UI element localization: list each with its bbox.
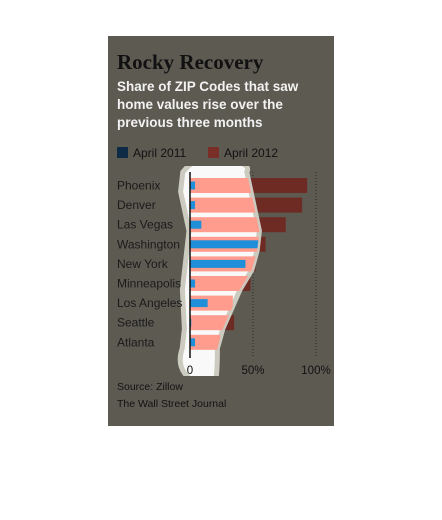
chart-footer: Source: Zillow The Wall Street Journal xyxy=(117,379,226,413)
category-label: Phoenix xyxy=(117,179,160,193)
category-label: Las Vegas xyxy=(117,218,173,232)
bar-2011-highlight xyxy=(190,220,202,229)
bar-2012-highlight xyxy=(190,178,260,193)
bar-2011-highlight xyxy=(190,201,196,210)
category-label: Minneapolis xyxy=(117,277,181,291)
legend-item-2012: April 2012 xyxy=(208,146,278,160)
category-label: Denver xyxy=(117,198,156,212)
legend-label-2011: April 2011 xyxy=(133,146,187,160)
chart-subtitle: Share of ZIP Codes that saw home values … xyxy=(117,79,299,130)
legend-swatch-2011 xyxy=(117,147,128,158)
bar-2012-highlight xyxy=(190,217,260,233)
tick-label: 100% xyxy=(301,365,330,376)
bar-2011-highlight xyxy=(190,181,196,190)
bar-2011-highlight xyxy=(190,338,196,347)
category-label: Los Angeles xyxy=(117,296,182,310)
bar-chart: Phoenix Denver Las Vegas Washington New York… xyxy=(117,166,331,376)
publisher-credit: The Wall Street Journal xyxy=(117,398,227,410)
bar-2011-highlight xyxy=(190,299,208,308)
source-note: Source: Zillow xyxy=(117,381,183,393)
tick-label: 0 xyxy=(187,365,193,376)
category-label: Atlanta xyxy=(117,335,155,349)
bar-2012-highlight xyxy=(190,315,235,331)
bar-2012-highlight xyxy=(190,334,221,350)
tick-label: 50% xyxy=(241,365,264,376)
legend-label-2012: April 2012 xyxy=(224,146,279,160)
chart-card: Rocky Recovery Share of ZIP Codes that s… xyxy=(108,36,334,426)
legend-item-2011: April 2011 xyxy=(117,146,186,160)
bar-2011-highlight xyxy=(190,259,246,268)
bar-2011-highlight xyxy=(190,240,260,249)
bar-2012-highlight xyxy=(190,276,251,291)
highlight-bars xyxy=(190,178,260,350)
legend-swatch-2012 xyxy=(208,147,219,158)
bar-2012-highlight xyxy=(190,197,260,213)
category-label: Washington xyxy=(117,237,180,251)
bar-2011-highlight xyxy=(190,279,196,288)
category-label: Seattle xyxy=(117,316,155,330)
chart-title: Rocky Recovery xyxy=(117,50,264,74)
category-label: New York xyxy=(117,257,169,271)
